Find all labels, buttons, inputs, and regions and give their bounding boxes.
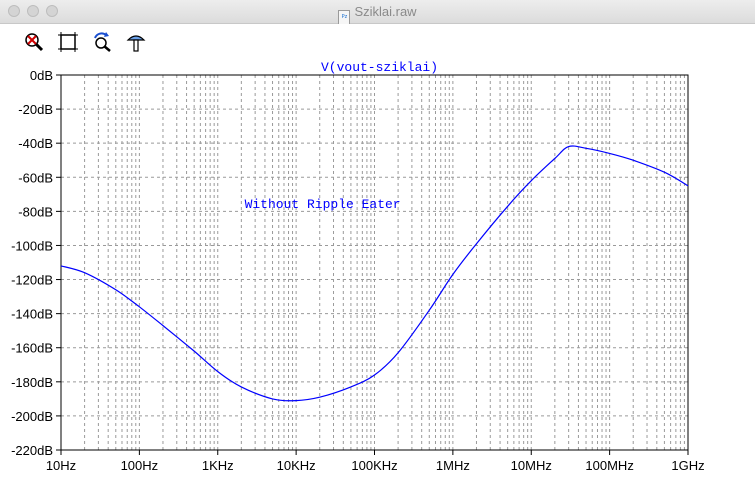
minimize-window-button[interactable] — [27, 5, 39, 17]
window-title-text: Sziklai.raw — [354, 4, 417, 19]
zoom-window-button[interactable] — [46, 5, 58, 17]
y-tick-label: -40dB — [18, 136, 53, 151]
x-tick-label: 10KHz — [277, 458, 316, 473]
window-titlebar: Pz Sziklai.raw — [0, 0, 755, 25]
undo-zoom-icon — [94, 32, 111, 52]
x-tick-label: 1MHz — [436, 458, 470, 473]
autorange-button[interactable] — [57, 31, 79, 53]
x-tick-label: 10Hz — [46, 458, 76, 473]
probe-icon — [126, 35, 146, 52]
y-tick-label: -120dB — [11, 273, 53, 288]
x-tick-label: 10MHz — [511, 458, 552, 473]
x-tick-label: 1GHz — [671, 458, 704, 473]
y-tick-label: -80dB — [18, 204, 53, 219]
y-tick-label: 0dB — [30, 68, 53, 83]
y-tick-label: -100dB — [11, 238, 53, 253]
trace-title: V(vout-sziklai) — [321, 60, 438, 75]
autorange-icon — [58, 32, 78, 52]
close-window-button[interactable] — [8, 5, 20, 17]
y-tick-label: -160dB — [11, 341, 53, 356]
probe-button[interactable] — [125, 31, 147, 53]
x-tick-label: 100Hz — [121, 458, 159, 473]
window-title: Pz Sziklai.raw — [0, 4, 755, 25]
y-tick-label: -60dB — [18, 170, 53, 185]
y-tick-label: -140dB — [11, 307, 53, 322]
zoom-out-button[interactable] — [23, 31, 45, 53]
x-tick-label: 100KHz — [351, 458, 397, 473]
plot-annotation: Without Ripple Eater — [245, 197, 401, 212]
y-tick-label: -200dB — [11, 409, 53, 424]
toolbar — [0, 24, 755, 60]
y-tick-label: -20dB — [18, 102, 53, 117]
y-tick-label: -220dB — [11, 443, 53, 458]
zoom-out-icon — [25, 33, 44, 52]
x-tick-label: 1KHz — [202, 458, 234, 473]
trace-line — [60, 145, 689, 402]
undo-zoom-button[interactable] — [91, 31, 113, 53]
y-tick-label: -180dB — [11, 375, 53, 390]
x-tick-label: 100MHz — [585, 458, 633, 473]
